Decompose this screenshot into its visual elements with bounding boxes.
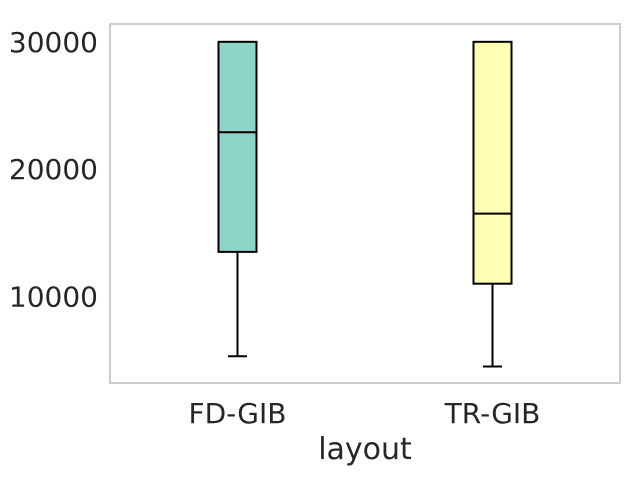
x-tick-label: TR-GIB [444, 397, 541, 430]
x-axis-title: layout [318, 432, 412, 467]
box-tr-gib [472, 40, 513, 285]
y-tick-label: 30000 [9, 26, 98, 59]
y-tick-label: 20000 [9, 153, 98, 186]
box-fd-gib [217, 40, 258, 253]
plot-frame [109, 23, 621, 384]
x-tick-label: FD-GIB [189, 397, 287, 430]
y-tick-label: 10000 [9, 280, 98, 313]
plot-area: 10000 20000 30000 FD-GIB TR-GIB [9, 23, 621, 430]
